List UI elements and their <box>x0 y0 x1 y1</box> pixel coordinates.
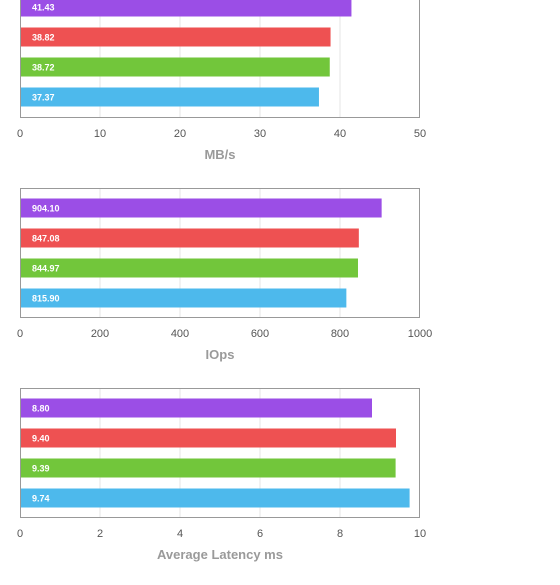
bar <box>21 228 359 248</box>
x-tick-label: 6 <box>257 528 263 540</box>
bar <box>21 398 372 418</box>
x-axis-title: IOps <box>206 347 235 362</box>
bar <box>21 428 396 448</box>
plot-frame <box>20 0 420 118</box>
plot-frame <box>20 188 420 318</box>
bar-value-label: 9.40 <box>32 434 50 444</box>
x-tick-label: 1000 <box>408 328 432 340</box>
bar-value-label: 38.72 <box>32 63 55 73</box>
x-tick-label: 50 <box>414 128 426 140</box>
x-tick-label: 600 <box>251 328 269 340</box>
x-tick-label: 30 <box>254 128 266 140</box>
x-tick-label: 400 <box>171 328 189 340</box>
bar-value-label: 847.08 <box>32 234 60 244</box>
bar-value-label: 904.10 <box>32 204 60 214</box>
bar <box>21 198 382 218</box>
x-tick-label: 0 <box>17 528 23 540</box>
x-tick-label: 10 <box>94 128 106 140</box>
bar-value-label: 38.82 <box>32 33 55 43</box>
x-tick-label: 10 <box>414 528 426 540</box>
bar <box>21 0 352 17</box>
bar <box>21 27 331 47</box>
x-tick-label: 0 <box>17 128 23 140</box>
chart-3: 8.80 9.40 9.39 9.74 0 2 4 6 8 10 Average Latency m… <box>17 388 426 562</box>
bar-value-label: 37.37 <box>32 93 55 103</box>
bar <box>21 288 347 308</box>
bar <box>21 258 358 278</box>
bar-value-label: 9.39 <box>32 464 50 474</box>
x-tick-label: 40 <box>334 128 346 140</box>
bar <box>21 488 410 508</box>
plot-frame <box>20 388 420 518</box>
bar-value-label: 41.43 <box>32 3 55 13</box>
bar-value-label: 815.90 <box>32 294 60 304</box>
bar-value-label: 844.97 <box>32 264 60 274</box>
x-axis-title: MB/s <box>204 147 235 162</box>
x-tick-label: 8 <box>337 528 343 540</box>
x-tick-label: 800 <box>331 328 349 340</box>
x-tick-label: 20 <box>174 128 186 140</box>
x-tick-label: 200 <box>91 328 109 340</box>
bar <box>21 458 396 478</box>
bar-value-label: 8.80 <box>32 404 50 414</box>
x-tick-label: 4 <box>177 528 183 540</box>
chart-1: 41.43 38.82 38.72 37.37 0 10 20 30 40 50 MB/s <box>17 0 426 162</box>
bar <box>21 57 330 77</box>
x-tick-label: 2 <box>97 528 103 540</box>
chart-2: 904.10 847.08 844.97 815.90 0 200 400 600 800 100… <box>17 188 432 362</box>
bar-value-label: 9.74 <box>32 494 50 504</box>
bar <box>21 87 319 107</box>
x-axis-title: Average Latency ms <box>157 547 283 562</box>
x-tick-label: 0 <box>17 328 23 340</box>
